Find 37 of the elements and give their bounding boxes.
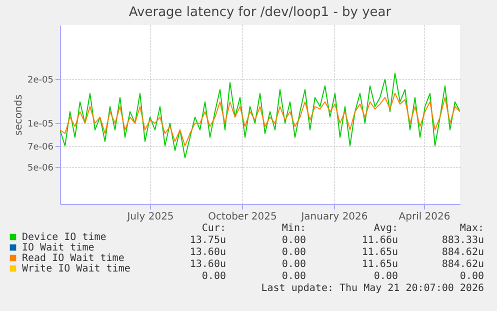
text: 0.00 (282, 271, 306, 282)
text: 0.00 (282, 235, 306, 246)
text: Last update: Thu May 21 20:07:00 2026 (261, 283, 484, 294)
text: Cur: (202, 223, 226, 234)
text: 13.60u (190, 247, 226, 258)
legend-label: Read IO Wait time (22, 253, 124, 264)
text: 11.66u (362, 235, 398, 246)
x-tick-label: April 2026 (398, 212, 450, 222)
text: 13.60u (190, 259, 226, 270)
text: 884.62u (442, 259, 484, 270)
text: 884.62u (442, 247, 484, 258)
x-tick-label: October 2025 (208, 212, 277, 222)
text: 0.00 (282, 247, 306, 258)
text: Min: (282, 223, 306, 234)
legend-label: IO Wait time (22, 242, 94, 254)
text: 0.00 (460, 271, 484, 282)
legend-label: Device IO time (22, 232, 106, 243)
x-tick-label: January 2026 (300, 212, 368, 222)
text: 13.75u (190, 235, 226, 246)
text: 0.00 (374, 271, 398, 282)
text: 883.33u (442, 235, 484, 246)
text: 0.00 (202, 271, 226, 282)
y-tick-label: 7e-06 (28, 142, 54, 152)
y-tick-label: 1e-05 (28, 120, 54, 130)
y-axis-title: seconds (14, 94, 25, 136)
legend-label: Write IO Wait time (22, 264, 130, 274)
line-series (60, 72, 460, 158)
chart-title: Average latency for /dev/loop1 - by year (128, 5, 392, 20)
text: 0.00 (282, 259, 306, 270)
text: Avg: (374, 223, 398, 234)
y-tick-label: 2e-05 (28, 76, 54, 86)
y-tick-label: 5e-06 (28, 164, 54, 174)
text: 11.65u (362, 259, 398, 270)
line-series (60, 92, 460, 146)
text: 11.65u (362, 247, 398, 258)
x-tick-label: July 2025 (126, 212, 174, 222)
text: Max: (460, 223, 484, 234)
